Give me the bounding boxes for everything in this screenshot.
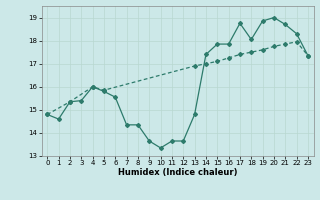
X-axis label: Humidex (Indice chaleur): Humidex (Indice chaleur): [118, 168, 237, 177]
